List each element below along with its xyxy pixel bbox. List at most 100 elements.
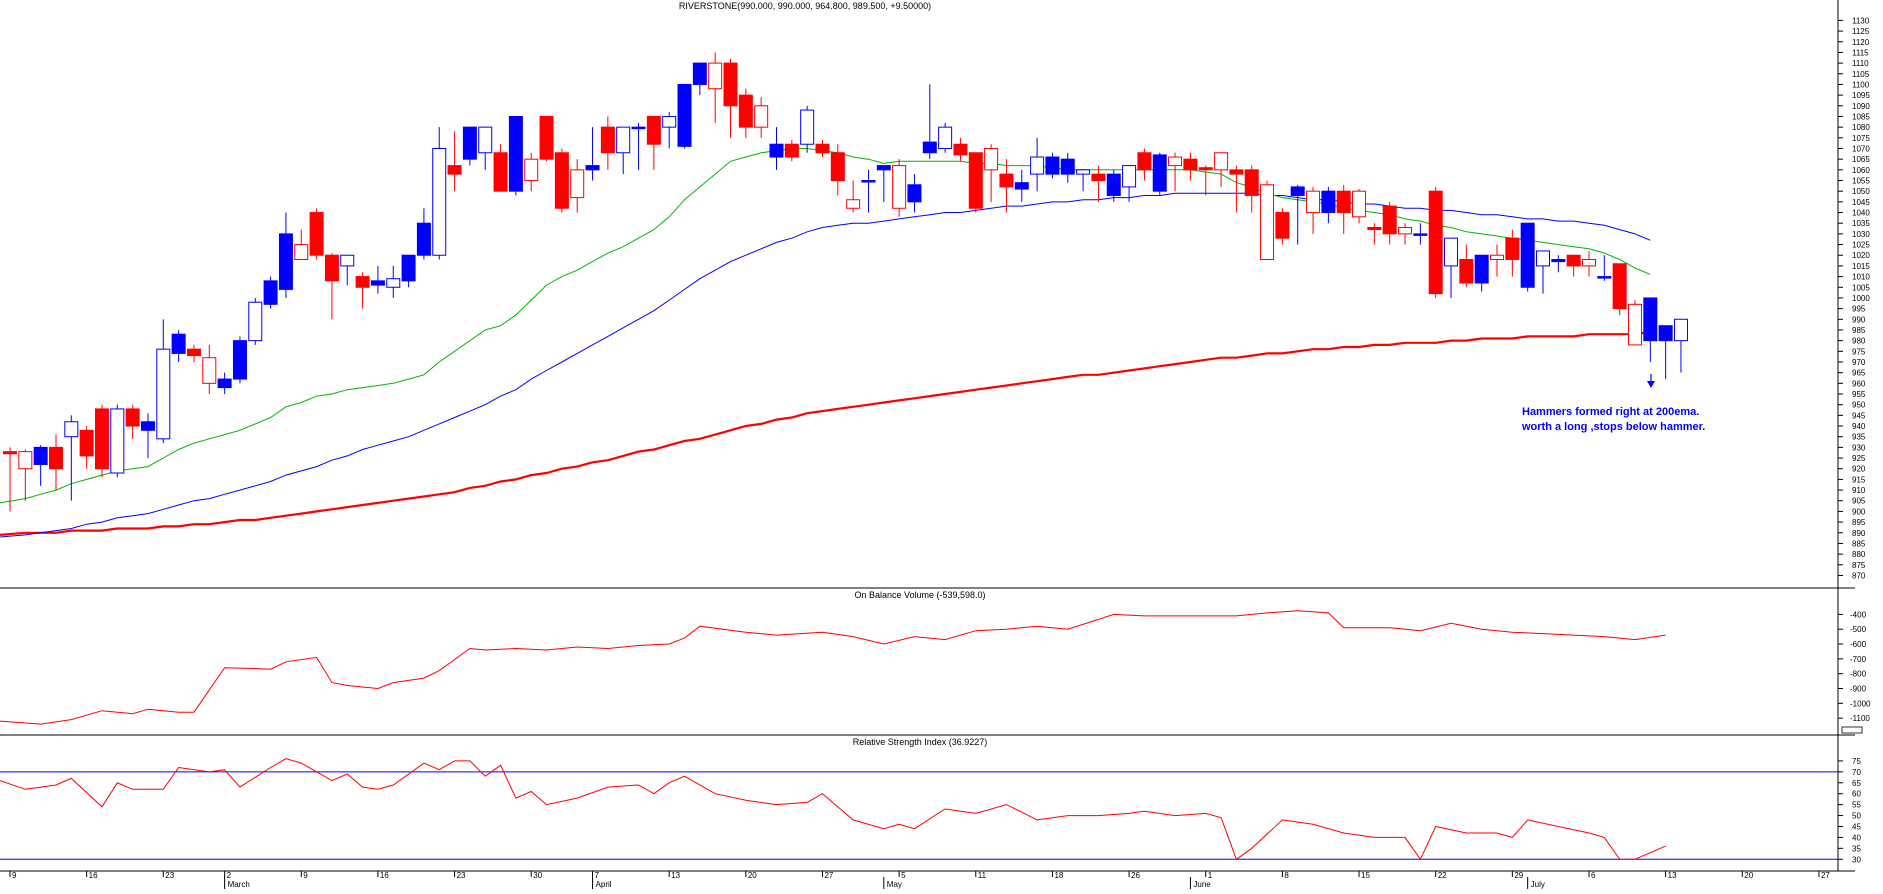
candle — [1428, 186, 1443, 298]
price-tick-label: 1075 — [1852, 134, 1870, 143]
candle — [33, 445, 48, 486]
candle — [493, 144, 508, 192]
candle — [1612, 263, 1627, 316]
candle — [708, 52, 723, 123]
ema200-path — [0, 331, 1651, 536]
month-label: June — [1193, 880, 1211, 889]
candle — [600, 116, 615, 170]
candle — [585, 127, 600, 181]
date-tick-label: 30 — [533, 871, 542, 880]
candle — [186, 344, 201, 362]
price-tick-label: 985 — [1852, 326, 1866, 335]
obv-plot — [0, 610, 1666, 725]
date-tick-label: 13 — [671, 871, 680, 880]
price-tick-label: 975 — [1852, 347, 1866, 356]
candle — [1137, 148, 1152, 181]
obv-tick-label: -900 — [1850, 684, 1867, 693]
candle — [1505, 229, 1520, 277]
candle — [248, 297, 263, 345]
date-tick-label: 29 — [1514, 871, 1523, 880]
price-tick-label: 1030 — [1852, 230, 1870, 239]
price-tick-label: 1100 — [1852, 80, 1870, 89]
rsi-tick-label: 35 — [1852, 844, 1861, 853]
candle — [217, 372, 232, 394]
price-tick-label: 1070 — [1852, 144, 1870, 153]
ema200-line — [0, 331, 1651, 536]
price-tick-label: 995 — [1852, 305, 1866, 314]
candle — [1076, 169, 1091, 192]
date-tick-label: 18 — [1054, 871, 1063, 880]
date-tick-label: 16 — [89, 871, 98, 880]
date-tick-label: 23 — [457, 871, 466, 880]
price-tick-label: 1080 — [1852, 123, 1870, 132]
price-tick-label: 935 — [1852, 433, 1866, 442]
candle — [1658, 325, 1673, 380]
candle — [769, 127, 784, 170]
candlesticks — [3, 52, 1688, 512]
candle — [524, 152, 539, 192]
obv-tick-label: -800 — [1850, 670, 1867, 679]
scroll-indicator[interactable] — [1841, 726, 1863, 734]
date-tick-label: 27 — [824, 871, 833, 880]
candle — [125, 404, 140, 439]
candle — [554, 148, 569, 213]
price-tick-label: 1115 — [1852, 48, 1869, 57]
date-tick-label: 9 — [303, 871, 308, 880]
candle — [692, 62, 707, 96]
candle — [1536, 250, 1550, 294]
candle — [1520, 222, 1535, 292]
candle — [968, 152, 983, 213]
annotation-line-1: Hammers formed right at 200ema. — [1522, 406, 1699, 418]
candle — [140, 413, 155, 459]
price-tick-label: 1025 — [1852, 241, 1870, 250]
price-tick-label: 1055 — [1852, 177, 1870, 186]
candle — [1581, 250, 1596, 277]
rsi-tick-label: 65 — [1852, 779, 1861, 788]
price-tick-label: 1090 — [1852, 102, 1870, 111]
candle — [570, 159, 585, 213]
candle — [815, 139, 830, 158]
price-tick-label: 1065 — [1852, 155, 1870, 164]
candle — [1413, 223, 1428, 245]
candle — [1382, 201, 1397, 245]
price-tick-label: 915 — [1852, 475, 1866, 484]
price-tick-label: 910 — [1852, 486, 1866, 495]
price-tick-label: 980 — [1852, 337, 1866, 346]
candle — [401, 254, 416, 288]
price-tick-label: 1085 — [1852, 112, 1870, 121]
price-tick-label: 880 — [1852, 550, 1866, 559]
candle — [386, 265, 401, 298]
candle — [370, 265, 385, 294]
date-tick-label: 15 — [1361, 871, 1370, 880]
candle — [876, 165, 891, 202]
candle — [64, 415, 79, 501]
price-tick-label: 920 — [1852, 465, 1866, 474]
price-tick-label: 1035 — [1852, 219, 1870, 228]
candle — [1627, 300, 1642, 346]
obv-panel-title: On Balance Volume (-539,598.0) — [854, 590, 985, 600]
candle — [1490, 244, 1505, 277]
price-tick-label: 890 — [1852, 529, 1866, 538]
candle — [478, 126, 493, 170]
date-tick-label: 9 — [12, 871, 17, 880]
candle — [462, 126, 477, 166]
candle — [3, 447, 17, 512]
candle — [340, 254, 355, 286]
price-tick-label: 1130 — [1852, 16, 1870, 25]
rsi-tick-label: 60 — [1852, 790, 1861, 799]
price-tick-label: 1015 — [1852, 262, 1870, 271]
candle — [1290, 184, 1305, 245]
price-panel-title: RIVERSTONE(990.000, 990.000, 964.800, 98… — [679, 1, 931, 11]
candle — [1597, 255, 1612, 281]
candle — [1474, 254, 1489, 292]
candle — [1321, 186, 1336, 224]
price-tick-label: 1105 — [1852, 70, 1870, 79]
obv-tick-label: -1100 — [1850, 714, 1870, 723]
price-tick-label: 930 — [1852, 443, 1866, 452]
price-tick-label: 885 — [1852, 539, 1866, 548]
candle — [1367, 223, 1382, 245]
ema50-line — [0, 192, 1651, 538]
